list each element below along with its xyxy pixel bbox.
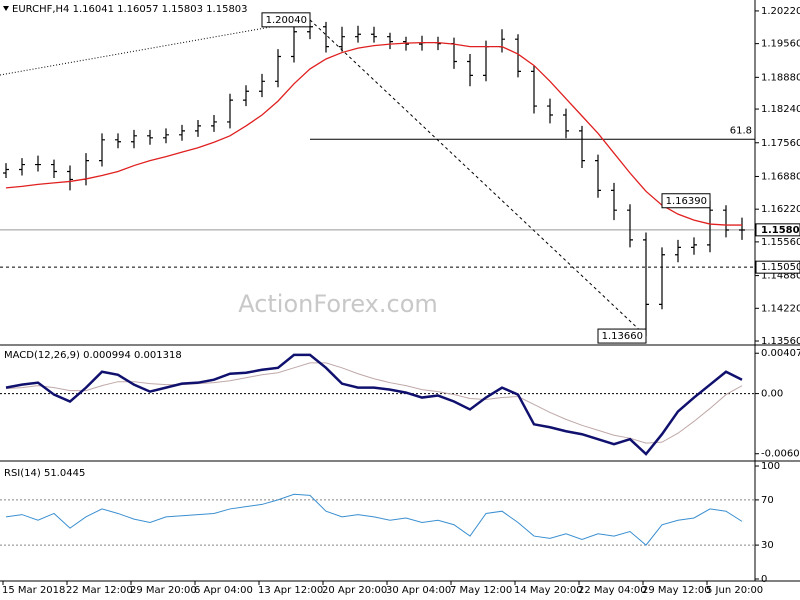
y-tick-label: 1.19560 bbox=[761, 39, 800, 50]
x-tick-label: 13 Apr 12:00 bbox=[258, 585, 323, 596]
ohlc-bar bbox=[115, 133, 121, 149]
ohlc-bar bbox=[547, 98, 553, 124]
annotation-label: 1.13660 bbox=[602, 331, 643, 342]
ohlc-bar bbox=[339, 26, 345, 52]
ohlc-bar bbox=[323, 21, 329, 53]
y-tick-label: 0.004071 bbox=[761, 348, 800, 359]
ohlc-bar bbox=[291, 24, 297, 63]
price-label-box bbox=[755, 260, 800, 274]
rsi-title: RSI(14) 51.0445 bbox=[4, 468, 85, 479]
y-tick-label: 70 bbox=[761, 495, 774, 506]
ohlc-bar bbox=[163, 128, 169, 144]
chart-title: EURCHF,H4 1.16041 1.16057 1.15803 1.1580… bbox=[12, 4, 248, 15]
y-tick-label: -0.006069 bbox=[761, 449, 800, 460]
ohlc-bar bbox=[643, 232, 649, 337]
x-tick-label: 22 Mar 12:00 bbox=[66, 585, 133, 596]
watermark: ActionForex.com bbox=[238, 290, 438, 318]
x-tick-label: 20 Apr 20:00 bbox=[322, 585, 387, 596]
ohlc-bar bbox=[99, 133, 105, 167]
ohlc-bar bbox=[19, 158, 25, 176]
ohlc-bar bbox=[131, 129, 137, 149]
y-tick-label: 1.20220 bbox=[761, 6, 800, 17]
ohlc-bar bbox=[579, 125, 585, 169]
ohlc-bar bbox=[739, 217, 745, 240]
x-tick-label: 30 Apr 04:00 bbox=[386, 585, 451, 596]
ohlc-bar bbox=[3, 163, 9, 178]
ohlc-bar bbox=[707, 200, 713, 253]
y-tick-label: 30 bbox=[761, 540, 774, 551]
macd-title: MACD(12,26,9) 0.000994 0.001318 bbox=[4, 350, 182, 361]
ohlc-bar bbox=[227, 93, 233, 129]
ohlc-bar bbox=[659, 247, 665, 310]
annotation-label: 1.16390 bbox=[666, 196, 707, 207]
trendline bbox=[309, 19, 647, 337]
y-tick-label: 0.00 bbox=[761, 389, 783, 400]
x-tick-label: 29 Mar 20:00 bbox=[130, 585, 197, 596]
y-tick-label: 1.14880 bbox=[761, 271, 800, 282]
x-tick-label: 29 May 12:00 bbox=[642, 585, 711, 596]
ohlc-bar bbox=[211, 115, 217, 132]
annotation-box bbox=[597, 328, 647, 344]
y-tick-label: 1.13560 bbox=[761, 336, 800, 347]
ohlc-bar bbox=[275, 49, 281, 88]
ohlc-bar bbox=[67, 165, 73, 191]
ohlc-bar bbox=[611, 182, 617, 221]
x-tick-label: 7 May 12:00 bbox=[450, 585, 512, 596]
line bbox=[5, 41, 742, 226]
y-tick-label: 0 bbox=[761, 574, 767, 585]
x-tick-label: 22 May 04:00 bbox=[578, 585, 647, 596]
line bbox=[5, 353, 743, 456]
ohlc-bar bbox=[467, 54, 473, 87]
y-tick-label: 100 bbox=[761, 461, 780, 472]
ohlc-bar bbox=[723, 205, 729, 238]
ohlc-bar bbox=[563, 108, 569, 139]
annotation-box bbox=[661, 193, 711, 209]
y-tick-label: 1.18880 bbox=[761, 72, 800, 83]
ohlc-bar bbox=[627, 204, 633, 248]
ohlc-bar bbox=[51, 159, 57, 178]
x-tick-label: 14 May 20:00 bbox=[514, 585, 583, 596]
price-label-box bbox=[755, 223, 800, 237]
y-tick-label: 1.15560 bbox=[761, 237, 800, 248]
ohlc-bar bbox=[147, 129, 153, 145]
y-tick-label: 1.16220 bbox=[761, 204, 800, 215]
fib-label: 61.8 bbox=[730, 125, 752, 136]
ohlc-bar bbox=[387, 32, 393, 50]
ohlc-bar bbox=[355, 25, 361, 43]
price-label: 1.15050 bbox=[761, 262, 800, 273]
x-tick-label: 15 Mar 2018 bbox=[2, 585, 65, 596]
ohlc-bar bbox=[35, 155, 41, 172]
y-tick-label: 1.16880 bbox=[761, 171, 800, 182]
ohlc-bar bbox=[675, 239, 681, 263]
ohlc-bar bbox=[515, 34, 521, 78]
x-tick-label: 5 Jun 20:00 bbox=[706, 585, 763, 596]
ohlc-bar bbox=[595, 154, 601, 198]
header-icon bbox=[3, 6, 9, 11]
ohlc-bar bbox=[371, 26, 377, 43]
ohlc-bar bbox=[195, 119, 201, 137]
ohlc-bar bbox=[243, 85, 249, 107]
ohlc-bar bbox=[531, 65, 537, 114]
line bbox=[5, 493, 743, 546]
ohlc-bar bbox=[259, 73, 265, 98]
ohlc-bar bbox=[179, 124, 185, 141]
y-tick-label: 1.18240 bbox=[761, 104, 800, 115]
annotation-box bbox=[261, 12, 311, 28]
x-tick-label: 6 Apr 04:00 bbox=[194, 585, 253, 596]
annotation-label: 1.20040 bbox=[266, 15, 307, 26]
y-tick-label: 1.17560 bbox=[761, 138, 800, 149]
price-label: 1.15803 bbox=[761, 225, 800, 236]
y-tick-label: 1.14220 bbox=[761, 303, 800, 314]
ohlc-bar bbox=[691, 237, 697, 255]
